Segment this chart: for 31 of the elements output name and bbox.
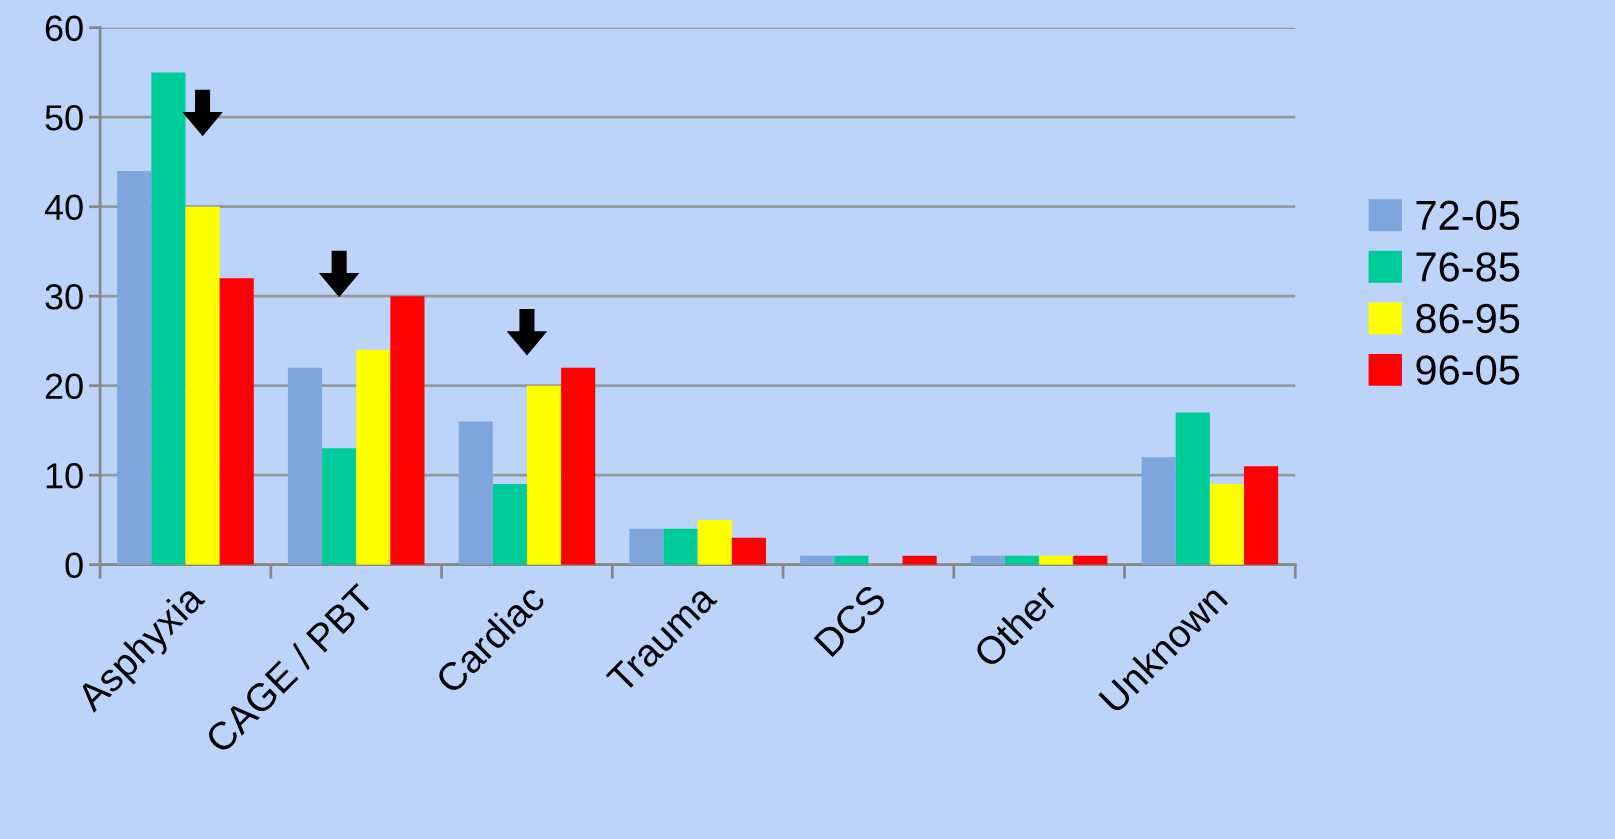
y-tick-label: 10 (46, 463, 83, 489)
bar (322, 448, 357, 565)
bar (1209, 484, 1245, 565)
legend-label: 76-85 (1416, 252, 1520, 282)
bar (356, 349, 391, 565)
bar (390, 296, 425, 565)
bar (663, 528, 698, 565)
y-tick-label: 60 (45, 15, 83, 42)
bar (185, 206, 220, 565)
bar (1141, 457, 1176, 565)
legend-label: 72-05 (1416, 200, 1520, 231)
bar (526, 385, 562, 565)
y-tick-label: 30 (45, 284, 83, 310)
y-tick-label: 40 (44, 194, 83, 221)
bar (1175, 412, 1210, 565)
legend-label: 96-05 (1416, 355, 1520, 385)
bar (1244, 466, 1279, 565)
bar (492, 484, 527, 565)
bar (697, 519, 732, 565)
bar (287, 367, 323, 565)
bar (458, 421, 493, 565)
bar (117, 170, 152, 565)
bar (151, 72, 186, 565)
y-tick-label: 50 (45, 105, 83, 131)
bar (219, 278, 254, 565)
legend-label: 86-95 (1416, 303, 1520, 334)
y-tick-label: 20 (45, 373, 83, 400)
y-tick-label: 0 (65, 552, 83, 579)
bar (561, 367, 596, 565)
bar (629, 528, 664, 565)
bar (731, 537, 766, 565)
